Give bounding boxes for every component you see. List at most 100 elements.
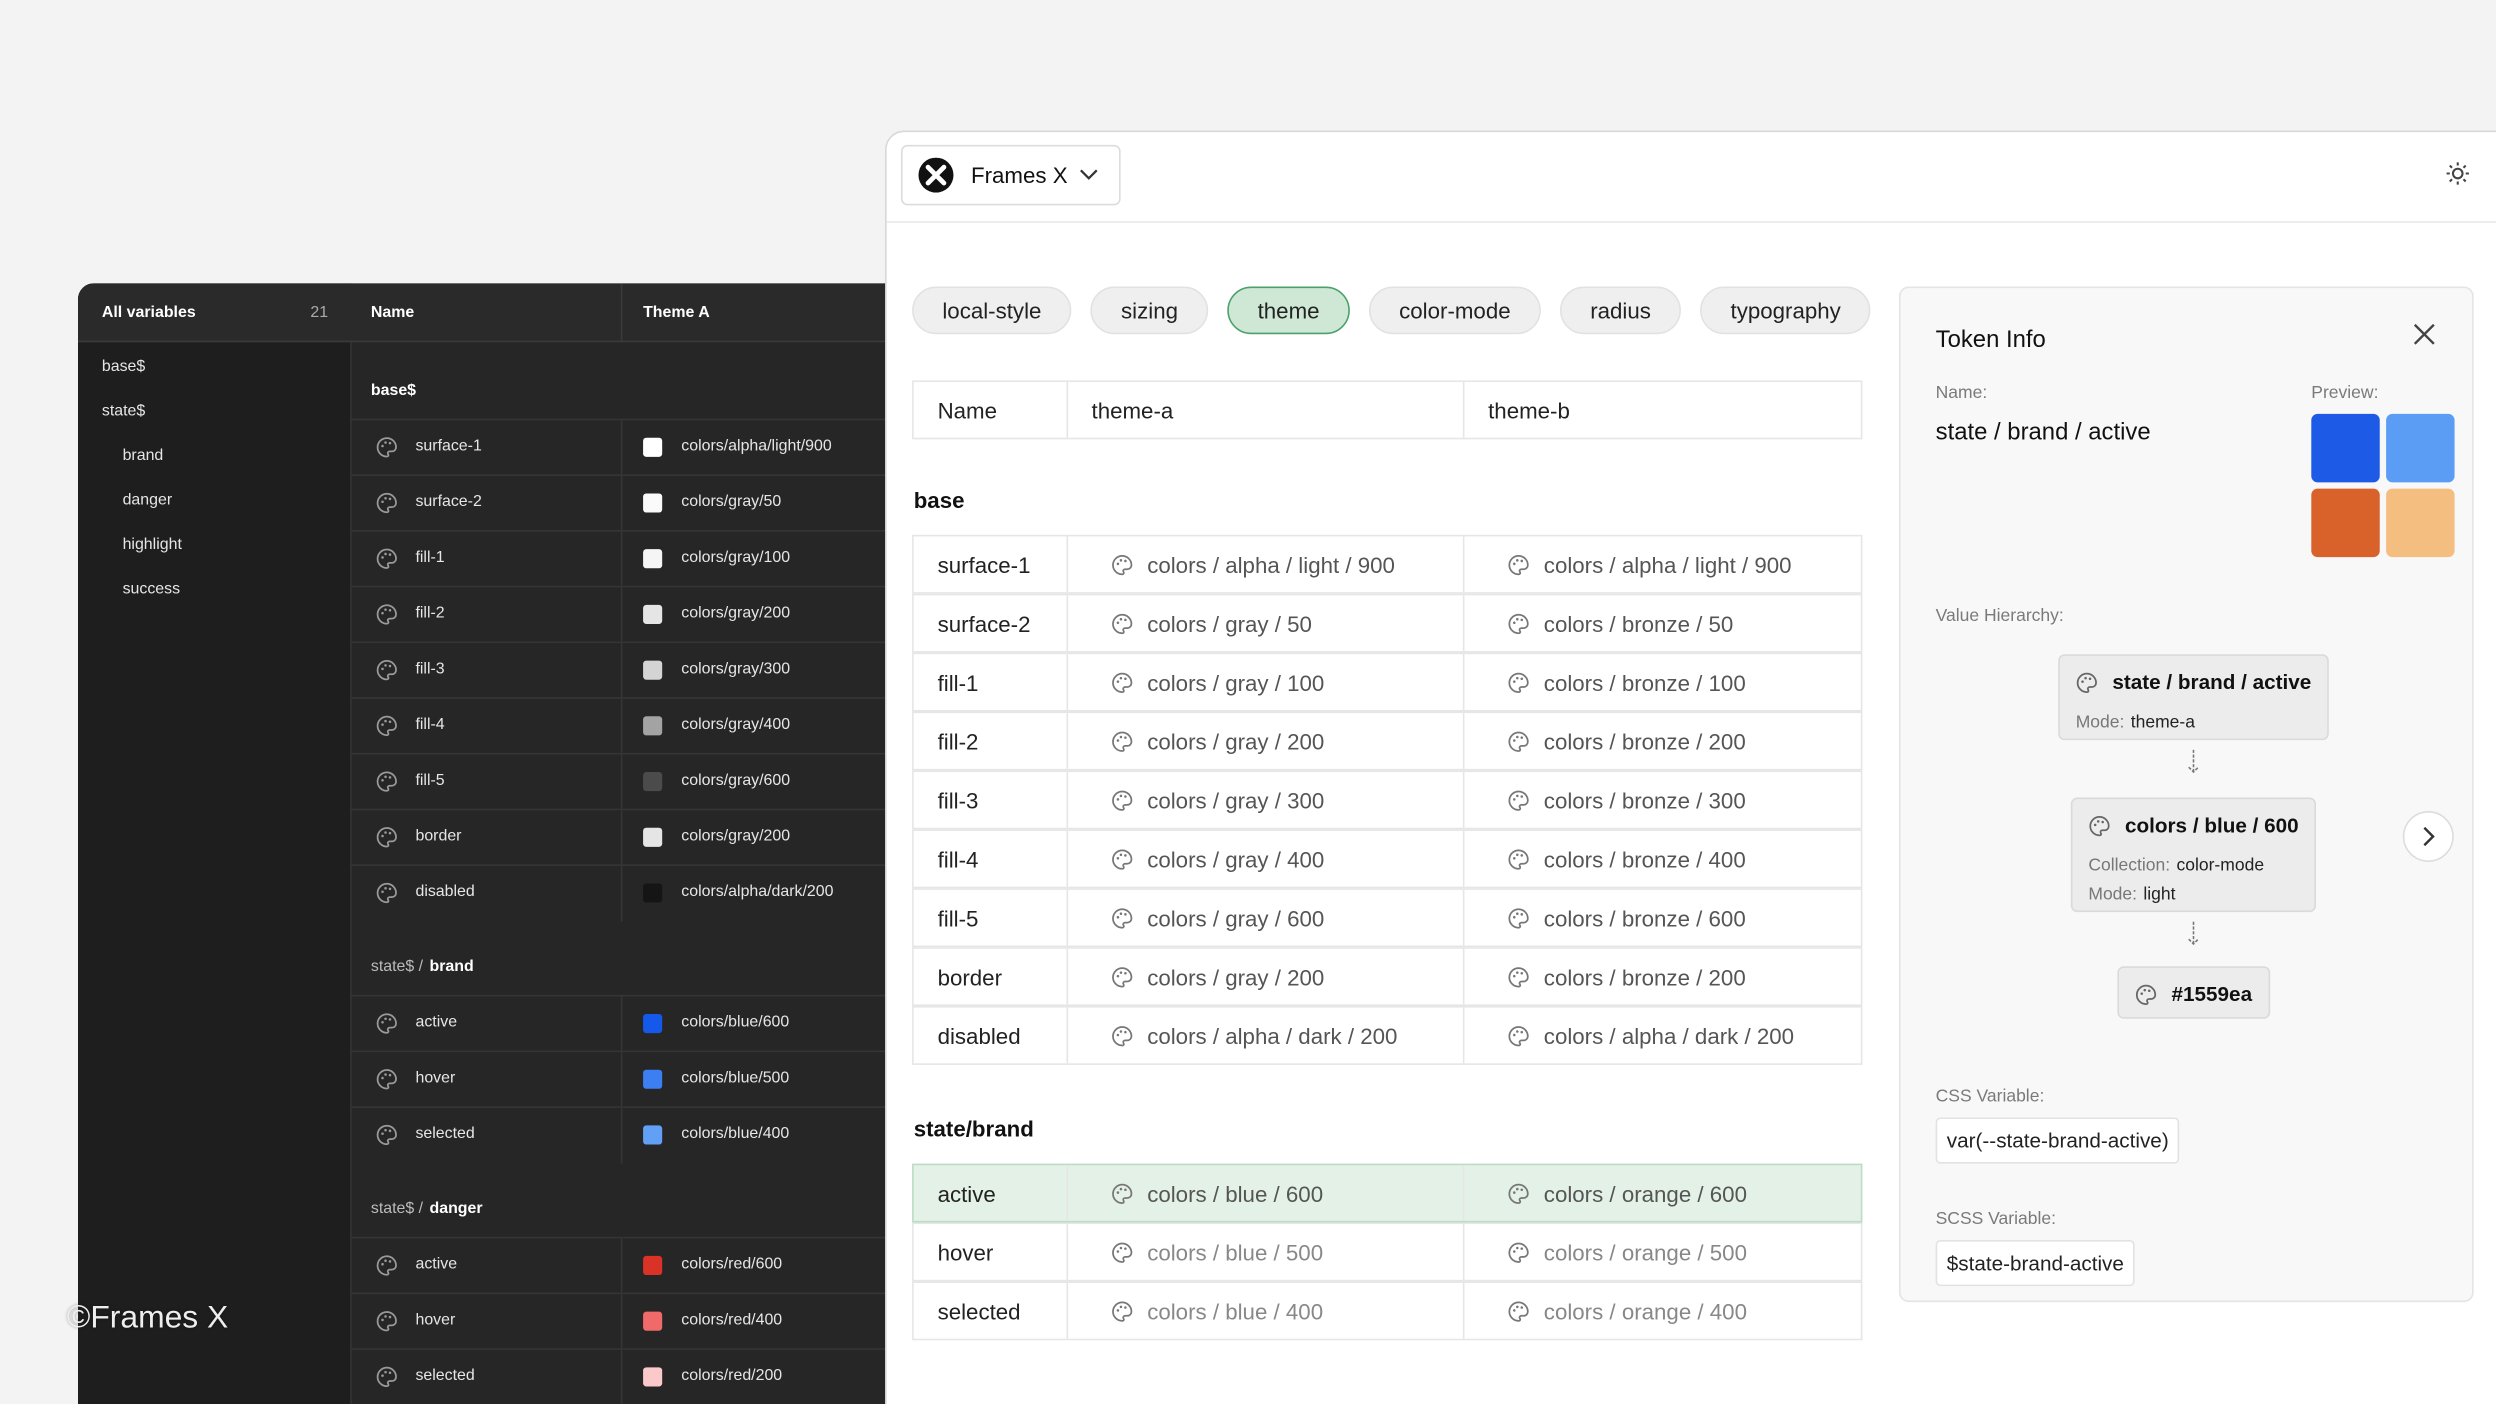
arrow-icon [2188,749,2199,774]
group-header: state$ / brand [371,939,474,995]
palette-icon [1507,907,1529,929]
table-cell: colors / alpha / dark / 200 [1462,1007,1861,1064]
next-button[interactable] [2402,810,2455,863]
table-cell: colors / blue / 400 [1066,1282,1463,1339]
sidebar-item[interactable]: brand [122,447,164,465]
token-reference: colors / gray / 200 [1147,963,1325,990]
sidebar-item[interactable]: danger [122,491,173,510]
table-cell: colors / gray / 600 [1066,889,1463,946]
icon [1508,1301,1529,1322]
token-reference: colors / bronze / 300 [1543,787,1746,813]
icon [1508,613,1529,635]
group-title: base$ [370,382,417,400]
project-dropdown[interactable]: Frames X [900,144,1121,206]
sidebar-item[interactable]: base$ [101,358,146,376]
css-variable: var(--state-brand-active) [1935,1117,2180,1164]
sidebar-item[interactable]: success [122,581,181,599]
variable-row[interactable]: border colors/gray/200 [350,808,938,866]
node-title: colors / blue / 600 [2124,813,2299,838]
table-cell: fill-2 [914,713,1066,769]
variable-row[interactable]: hover colors/blue/500 [350,1050,938,1108]
variable-row[interactable]: fill-1 colors/gray/100 [350,530,938,588]
variable-row[interactable]: hover colors/red/400 [350,1292,938,1350]
column-divider [620,420,623,476]
icon [376,1366,397,1388]
hierarchy-node: state / brand / active Mode: theme-a [2058,654,2329,741]
icon [376,660,397,681]
color-swatch [643,883,663,903]
variable-row[interactable]: surface-1 colors/alpha/light/900 [350,418,938,476]
theme-toggle[interactable] [2445,161,2470,186]
variable-row[interactable]: surface-2 colors/gray/50 [350,474,938,532]
column-divider [620,1294,623,1350]
icon [2076,671,2097,693]
node-header: colors / blue / 600 [2088,799,2299,852]
close-button[interactable] [2412,322,2437,347]
table-row: fill-3 colors / gray / 300 colors / bronze… [912,770,1863,830]
palette-icon [1507,790,1529,812]
column-divider [620,1238,623,1295]
tab[interactable]: sizing [1090,286,1209,335]
column-divider [620,587,623,644]
table-cell: colors / bronze / 400 [1462,830,1861,887]
table-cell: colors / orange / 500 [1462,1224,1861,1280]
icon [376,1255,397,1276]
palette-icon [1111,966,1133,988]
table-cell: colors / bronze / 200 [1462,948,1861,1005]
panel-title: Token Info [1935,326,2046,354]
column-divider [620,475,623,532]
palette-icon [1507,731,1529,753]
tab[interactable]: color-mode [1368,286,1541,335]
table-row: active colors / blue / 600 colors / orange… [912,1163,1863,1223]
table-header: Name theme-a theme-b [912,380,1863,440]
scss-variable: $state-brand-active [1935,1240,2136,1287]
variable-row[interactable]: fill-4 colors/gray/400 [350,697,938,755]
icon [1508,554,1529,576]
icon [376,437,397,458]
preview-swatch [2311,413,2380,483]
detail-label: Mode: [2075,713,2125,733]
table-cell: theme-b [1462,382,1861,438]
tab[interactable]: theme [1227,286,1350,335]
column-divider [620,1052,623,1108]
icon [376,715,397,736]
variable-value: colors/gray/300 [681,660,791,679]
sidebar-item[interactable]: highlight [122,536,182,554]
variable-row[interactable]: fill-2 colors/gray/200 [350,585,938,644]
tab[interactable]: radius [1559,286,1682,335]
variable-row[interactable]: active colors/red/600 [350,1236,938,1295]
table-cell: colors / blue / 500 [1066,1224,1463,1280]
variable-row[interactable]: disabled colors/alpha/dark/200 [350,864,938,922]
sidebar-title: All variables [101,304,196,322]
icon [1508,731,1529,752]
watermark: ©Frames X [66,1300,229,1336]
icon [1111,849,1132,870]
table-cell: colors / bronze / 600 [1462,889,1861,946]
variable-row[interactable]: fill-3 colors/gray/300 [350,641,938,699]
variables-header: All variables 21 Name Theme A [77,283,938,343]
table-cell: colors / gray / 200 [1066,713,1463,769]
palette-icon [2088,814,2110,836]
color-swatch [643,1125,663,1145]
cell-text: fill-4 [937,846,979,872]
palette-icon [376,659,398,681]
palette-icon [1507,1301,1529,1323]
icon [1508,1026,1529,1047]
detail-value: theme-a [2130,713,2195,733]
variable-row[interactable]: active colors/blue/600 [350,994,938,1053]
variable-row[interactable]: selected colors/red/200 [350,1348,938,1404]
cell-text: theme-b [1488,397,1570,423]
table-row: hover colors / blue / 500 colors / orange … [912,1222,1863,1282]
variable-name: active [415,1255,458,1274]
column-header: Name [370,304,415,322]
token-reference: colors / gray / 50 [1147,610,1312,636]
variable-row[interactable]: selected colors/blue/400 [350,1106,938,1164]
tab[interactable]: local-style [912,286,1072,335]
node-detail: Mode: light [2088,880,2298,909]
token-reference: colors / orange / 500 [1543,1239,1747,1265]
tab[interactable]: typography [1700,286,1872,335]
variable-row[interactable]: fill-5 colors/gray/600 [350,752,938,811]
detail-value: light [2143,885,2176,905]
table-cell: colors / bronze / 200 [1462,713,1861,769]
sidebar-item[interactable]: state$ [101,402,146,421]
